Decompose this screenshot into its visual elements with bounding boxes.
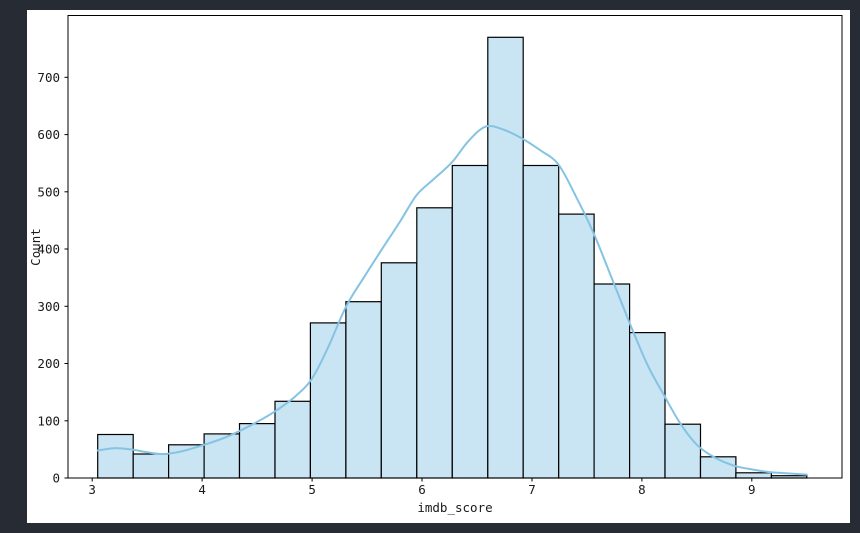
chart-figure: 3 4 5 6 7 8 9 0 100 200 300 400 500 600 700 imdb_score…: [27, 10, 850, 523]
histogram-bar: [132, 453, 170, 479]
x-tick-label: 8: [638, 482, 646, 497]
y-tick-label: 0: [52, 471, 60, 486]
histogram-bar: [628, 332, 666, 479]
x-tick-label: 3: [88, 482, 96, 497]
axes-spines: [67, 15, 843, 479]
histogram-bar: [345, 301, 382, 479]
y-tick-label: 700: [37, 70, 60, 85]
x-tick-label: 4: [198, 482, 206, 497]
kde-curve: [96, 124, 808, 476]
histogram-bar: [664, 423, 702, 479]
y-tick-label: 400: [37, 242, 60, 257]
y-tick-label: 200: [37, 356, 60, 371]
histogram-bar: [97, 433, 134, 479]
histogram-bar: [451, 164, 489, 479]
y-tick-label: 500: [37, 184, 60, 199]
y-tick-label: 600: [37, 127, 60, 142]
y-axis-label: Count: [28, 228, 43, 266]
y-tick-label: 100: [37, 413, 60, 428]
x-tick-label: 7: [528, 482, 536, 497]
histogram-plot: 3 4 5 6 7 8 9 0 100 200 300 400 500 600 700 imdb_score…: [28, 15, 843, 515]
histogram-bar: [593, 283, 631, 479]
histogram-bar: [558, 213, 595, 479]
x-tick-label: 9: [748, 482, 756, 497]
histogram-bar: [380, 262, 418, 479]
histogram-bar: [487, 36, 524, 479]
axis-ticks: 3 4 5 6 7 8 9 0 100 200 300 400 500 600 700: [37, 70, 755, 497]
histogram-bar: [203, 433, 241, 479]
histogram-bar: [274, 400, 312, 479]
x-axis-label: imdb_score: [417, 500, 492, 515]
histogram-bars: [97, 36, 808, 479]
histogram-bar: [735, 472, 773, 479]
histogram-bar: [238, 423, 276, 479]
y-tick-label: 300: [37, 299, 60, 314]
x-tick-label: 5: [308, 482, 316, 497]
histogram-bar: [522, 164, 560, 479]
x-tick-label: 6: [418, 482, 426, 497]
histogram-bar: [416, 207, 453, 479]
